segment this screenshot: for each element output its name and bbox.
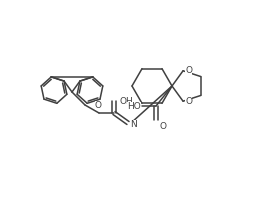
Text: O: O bbox=[160, 122, 167, 131]
Text: HO: HO bbox=[127, 101, 141, 110]
Text: O: O bbox=[185, 97, 192, 106]
Text: N: N bbox=[130, 119, 137, 129]
Text: OH: OH bbox=[119, 97, 133, 106]
Text: O: O bbox=[185, 66, 192, 75]
Text: O: O bbox=[95, 101, 101, 110]
